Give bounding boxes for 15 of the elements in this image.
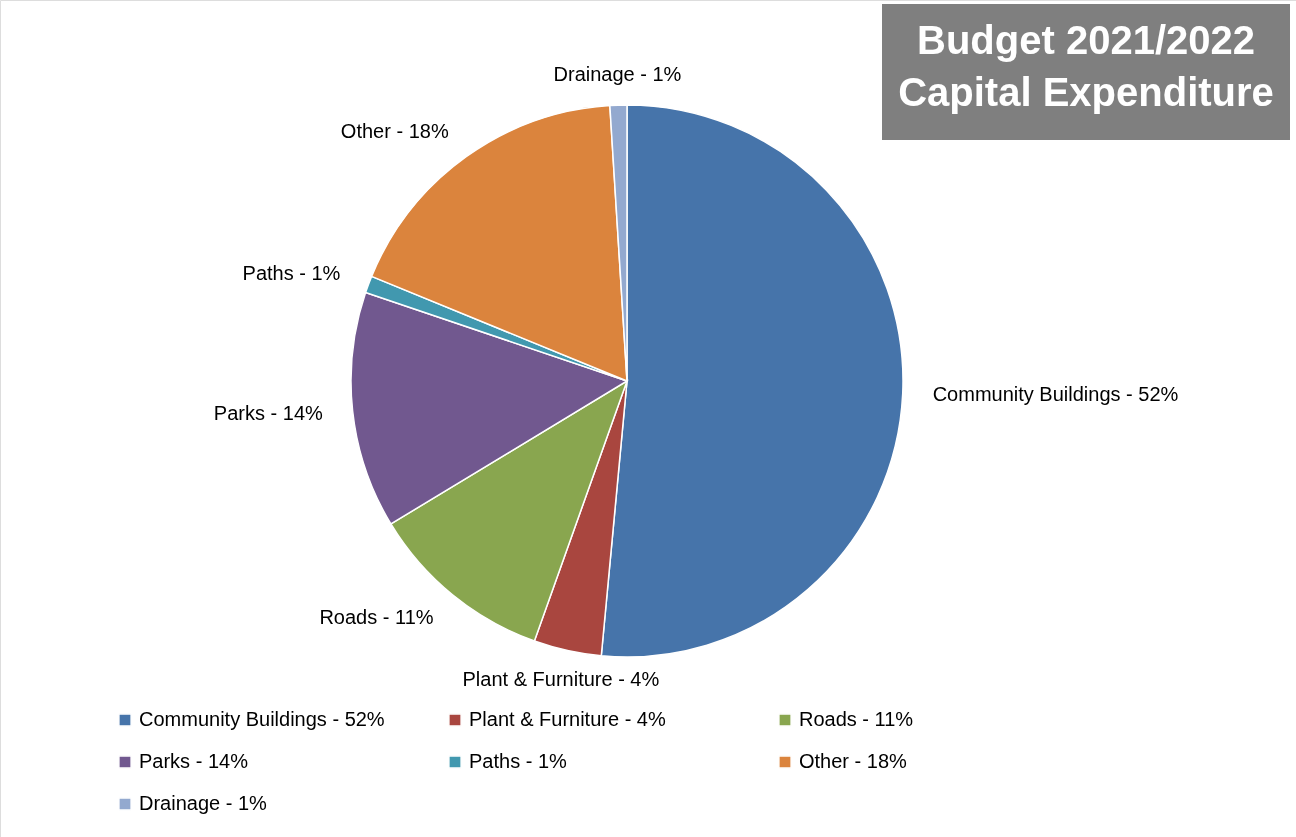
slice-label: Drainage - 1% <box>553 63 682 86</box>
legend-label: Parks - 14% <box>139 750 249 772</box>
slice-label: Other - 18% <box>340 120 449 143</box>
legend-label: Plant & Furniture - 4% <box>469 708 666 730</box>
legend-label: Community Buildings - 52% <box>139 708 385 730</box>
slice-label: Parks - 14% <box>213 402 324 425</box>
slice-label: Roads - 11% <box>319 606 434 629</box>
legend-label: Roads - 11% <box>799 708 914 730</box>
slice-label: Community Buildings - 52% <box>932 383 1179 406</box>
legend-label: Paths - 1% <box>469 750 568 772</box>
legend-label: Other - 18% <box>799 750 908 772</box>
slice-label: Paths - 1% <box>242 261 341 284</box>
slice-label: Plant & Furniture - 4% <box>462 667 660 690</box>
legend-label: Drainage - 1% <box>139 792 268 814</box>
chart-title: Budget 2021/2022 Capital Expenditure <box>898 18 1274 114</box>
